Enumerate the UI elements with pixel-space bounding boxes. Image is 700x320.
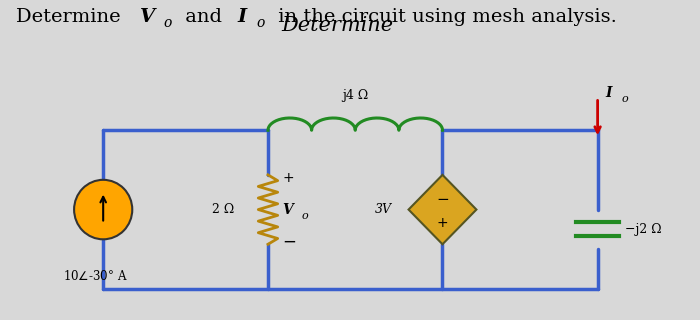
Text: Determine: Determine: [281, 16, 400, 35]
Text: o: o: [622, 93, 629, 104]
Text: −j2 Ω: −j2 Ω: [625, 223, 662, 236]
Text: o: o: [256, 16, 265, 30]
Text: o: o: [302, 211, 309, 220]
Text: 2 Ω: 2 Ω: [212, 203, 234, 216]
Text: I: I: [237, 8, 246, 26]
Text: o: o: [425, 215, 431, 224]
Text: +: +: [283, 171, 294, 185]
Text: 10$\angle$-30° A: 10$\angle$-30° A: [63, 269, 127, 283]
Circle shape: [74, 180, 132, 239]
Text: in the circuit using mesh analysis.: in the circuit using mesh analysis.: [272, 8, 617, 26]
Text: 3V: 3V: [375, 203, 392, 216]
Text: −: −: [283, 232, 296, 250]
Text: j4 Ω: j4 Ω: [342, 89, 368, 102]
Text: V: V: [140, 8, 155, 26]
Polygon shape: [409, 175, 477, 244]
Text: +: +: [437, 216, 448, 230]
Text: o: o: [163, 16, 172, 30]
Text: −: −: [436, 192, 449, 207]
Text: V: V: [283, 203, 293, 217]
Text: and: and: [178, 8, 228, 26]
Text: Determine: Determine: [16, 8, 127, 26]
Text: I: I: [606, 85, 612, 100]
